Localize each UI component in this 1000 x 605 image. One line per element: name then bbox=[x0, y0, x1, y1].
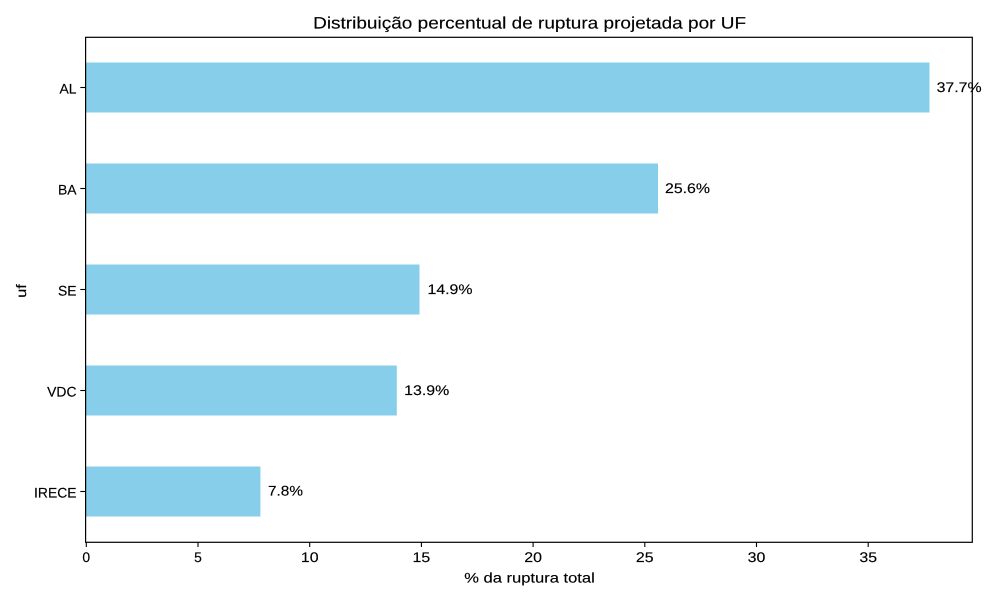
svg-text:35: 35 bbox=[859, 549, 877, 565]
svg-text:Distribuição percentual de rup: Distribuição percentual de ruptura proje… bbox=[313, 14, 746, 33]
svg-text:uf: uf bbox=[13, 284, 29, 298]
svg-text:30: 30 bbox=[748, 549, 766, 565]
svg-text:IRECE: IRECE bbox=[34, 484, 76, 500]
svg-text:15: 15 bbox=[413, 549, 431, 565]
svg-text:SE: SE bbox=[58, 282, 77, 298]
svg-text:7.8%: 7.8% bbox=[268, 483, 303, 499]
svg-text:5: 5 bbox=[194, 549, 202, 565]
svg-text:BA: BA bbox=[58, 181, 77, 197]
svg-text:% da ruptura total: % da ruptura total bbox=[464, 570, 595, 586]
svg-text:0: 0 bbox=[82, 549, 90, 565]
svg-text:AL: AL bbox=[60, 80, 77, 96]
svg-text:37.7%: 37.7% bbox=[937, 79, 982, 95]
svg-text:20: 20 bbox=[524, 549, 542, 565]
svg-text:14.9%: 14.9% bbox=[428, 281, 473, 297]
svg-text:13.9%: 13.9% bbox=[404, 382, 449, 398]
svg-text:10: 10 bbox=[301, 549, 319, 565]
svg-text:25.6%: 25.6% bbox=[665, 180, 710, 196]
svg-text:25: 25 bbox=[636, 549, 654, 565]
svg-text:VDC: VDC bbox=[47, 383, 76, 399]
